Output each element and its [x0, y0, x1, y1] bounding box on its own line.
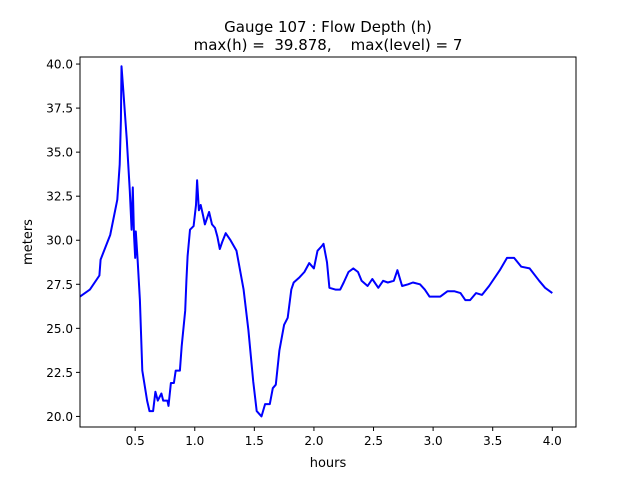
y-tick-label: 32.5	[46, 190, 73, 204]
x-tick-label: 0.5	[126, 434, 145, 448]
chart-title: Gauge 107 : Flow Depth (h)	[224, 18, 432, 36]
x-tick-label: 3.0	[424, 434, 443, 448]
y-axis-label: meters	[21, 219, 36, 265]
x-axis-label: hours	[310, 456, 347, 471]
plot-area	[79, 65, 553, 418]
axes-frame	[79, 56, 577, 428]
x-tick-label: 2.0	[304, 434, 323, 448]
x-tick-label: 3.5	[483, 434, 502, 448]
x-axis: 0.5 1.0 1.5 2.0 2.5 3.0 3.5 4.0	[126, 427, 562, 448]
series-line	[79, 65, 553, 418]
y-tick-label: 20.0	[46, 410, 73, 424]
y-tick-label: 37.5	[46, 102, 73, 116]
y-tick-label: 40.0	[46, 58, 73, 72]
chart-subtitle: max(h) = 39.878, max(level) = 7	[194, 36, 463, 54]
x-tick-label: 4.0	[543, 434, 562, 448]
y-tick-label: 30.0	[46, 234, 73, 248]
x-tick-label: 1.5	[245, 434, 264, 448]
y-axis: 20.0 22.5 25.0 27.5 30.0 32.5 35.0 37.5 40.0	[46, 58, 80, 424]
y-tick-label: 22.5	[46, 366, 73, 380]
y-tick-label: 27.5	[46, 278, 73, 292]
y-tick-label: 25.0	[46, 322, 73, 336]
x-tick-label: 2.5	[364, 434, 383, 448]
y-tick-label: 35.0	[46, 146, 73, 160]
x-tick-label: 1.0	[185, 434, 204, 448]
